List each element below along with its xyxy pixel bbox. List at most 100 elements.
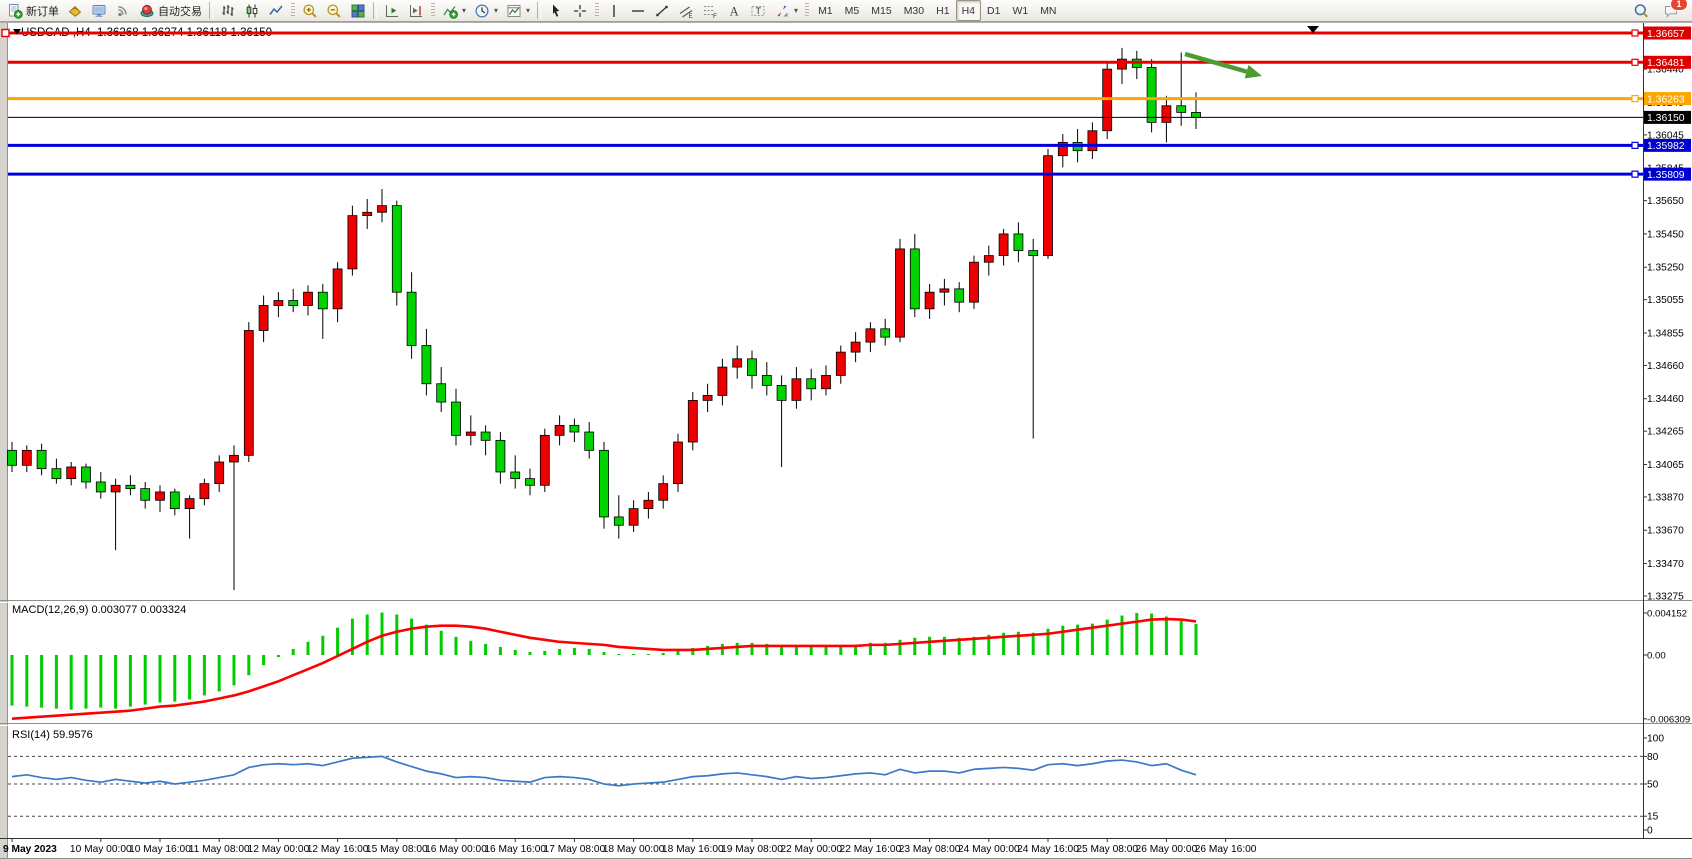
timeframe-h4[interactable]: H4 [955, 0, 981, 21]
svg-text:1.34855: 1.34855 [1647, 328, 1684, 339]
svg-text:16 May 16:00: 16 May 16:00 [484, 844, 546, 855]
toolbar-separator [431, 3, 435, 18]
candlestick-series [7, 47, 1201, 591]
chart-shift-button[interactable] [404, 0, 428, 21]
timeframe-m30[interactable]: M30 [903, 4, 925, 17]
svg-text:1.35055: 1.35055 [1647, 295, 1684, 306]
zoom-in-button[interactable] [298, 0, 322, 21]
indicators-button[interactable]: ▾ [438, 0, 470, 21]
svg-text:1.33670: 1.33670 [1647, 526, 1684, 537]
price-badges: 1.36657 1.36481 1.36263 1.36150 1.35982 1.358… [1644, 26, 1691, 181]
terminal-icon [92, 4, 106, 17]
chart-title-marker-icon [13, 29, 21, 35]
bar-chart-button[interactable] [216, 0, 240, 21]
price-axis: 1.36655 1.36440 1.36240 1.36045 1.35845 1.356… [1643, 29, 1684, 603]
svg-text:24 May 00:00: 24 May 00:00 [958, 844, 1020, 855]
line-handle[interactable] [1631, 58, 1639, 66]
text-icon: A [730, 4, 739, 18]
terminal-button[interactable] [87, 0, 111, 21]
timeframe-m5[interactable]: M5 [844, 4, 860, 17]
autotrade-button[interactable]: 自动交易 [135, 0, 206, 21]
zoom-out-button[interactable] [322, 0, 346, 21]
rsi-pane: 100 80 50 15 0 [8, 734, 1664, 837]
autotrade-icon [140, 4, 154, 17]
svg-text:23 May 08:00: 23 May 08:00 [899, 844, 961, 855]
tile-windows-button[interactable] [346, 0, 370, 21]
chevron-down-icon[interactable]: ▾ [494, 6, 499, 15]
window-left-edge [0, 22, 8, 860]
chevron-down-icon[interactable]: ▾ [462, 6, 467, 15]
toolbar-separator [291, 3, 295, 18]
line-handle[interactable] [1631, 141, 1639, 149]
svg-text:1.34660: 1.34660 [1647, 361, 1684, 372]
timeframe-h1[interactable]: H1 [936, 4, 950, 17]
bucket-icon [68, 5, 82, 17]
periods-button[interactable]: ▾ [470, 0, 502, 21]
pane-frames [0, 22, 1692, 839]
line-chart-button[interactable] [264, 0, 288, 21]
svg-text:18 May 16:00: 18 May 16:00 [662, 844, 724, 855]
line-handle[interactable] [1631, 94, 1639, 103]
templates-button[interactable]: ▾ [502, 0, 534, 21]
auto-scroll-button[interactable] [380, 0, 404, 21]
line-handle[interactable] [1631, 29, 1639, 37]
zoom-out-icon [327, 3, 341, 18]
top-triangle-marker-icon [1307, 26, 1319, 33]
template-icon [507, 4, 521, 17]
text-button[interactable]: A [722, 0, 746, 21]
toolbar-separator [595, 3, 600, 18]
svg-text:10 May 16:00: 10 May 16:00 [129, 844, 191, 855]
timeframe-m1[interactable]: M1 [818, 4, 833, 17]
styler-button[interactable] [63, 0, 87, 21]
candle-chart-icon [246, 4, 258, 17]
chevron-down-icon[interactable]: ▾ [526, 6, 531, 15]
svg-text:T: T [756, 6, 762, 16]
svg-text:9 May 2023: 9 May 2023 [3, 844, 57, 855]
svg-text:0: 0 [1647, 826, 1653, 837]
svg-text:1.33870: 1.33870 [1647, 492, 1684, 503]
line-handle[interactable] [1631, 170, 1639, 178]
crosshair-button[interactable] [568, 0, 592, 21]
trend-arrow-annotation[interactable] [1184, 51, 1262, 79]
zoom-in-icon [303, 3, 317, 18]
chart-title: USDCAD ,H4 1.36268 1.36274 1.36118 1.361… [21, 27, 273, 39]
trendline-button[interactable] [650, 0, 674, 21]
svg-text:19 May 08:00: 19 May 08:00 [721, 844, 783, 855]
hline-icon [632, 9, 645, 12]
svg-text:1.33275: 1.33275 [1647, 592, 1684, 603]
notifications-button[interactable]: 1 [1659, 0, 1688, 21]
tile-windows-icon [351, 4, 365, 17]
signals-button[interactable] [111, 0, 135, 21]
timeframe-mn[interactable]: MN [1040, 4, 1057, 17]
new-order-button[interactable]: 新订单 [3, 0, 63, 21]
text-label-button[interactable]: T [746, 0, 770, 21]
clock-icon [475, 3, 489, 18]
equidistant-channel-button[interactable]: E [674, 0, 698, 21]
toolbar-separator [805, 3, 810, 18]
arrows-button[interactable]: ▾ [770, 0, 802, 21]
fibonacci-button[interactable]: F [698, 0, 722, 21]
line-handle[interactable] [1, 28, 10, 38]
svg-text:11 May 08:00: 11 May 08:00 [189, 844, 250, 855]
cursor-button[interactable] [544, 0, 568, 21]
candle-chart-button[interactable] [240, 0, 264, 21]
search-button[interactable] [1629, 0, 1653, 21]
horizontal-line-button[interactable] [626, 0, 650, 21]
svg-text:A: A [730, 4, 739, 18]
vertical-line-button[interactable] [602, 0, 626, 21]
svg-text:1.36657: 1.36657 [1647, 29, 1685, 40]
timeframe-d1[interactable]: D1 [987, 4, 1001, 17]
rsi-indicator-label: RSI(14) 59.9576 [12, 729, 93, 741]
svg-text:26 May 00:00: 26 May 00:00 [1136, 844, 1198, 855]
level-lines[interactable] [1, 28, 1643, 178]
svg-text:16 May 00:00: 16 May 00:00 [425, 844, 487, 855]
svg-text:1.35809: 1.35809 [1647, 170, 1685, 181]
timeframe-m15[interactable]: M15 [871, 4, 892, 17]
chevron-down-icon[interactable]: ▾ [794, 6, 799, 15]
svg-text:F: F [713, 13, 717, 19]
new-order-icon [9, 3, 23, 19]
macd-indicator-label: MACD(12,26,9) 0.003077 0.003324 [12, 604, 187, 616]
timeframe-w1[interactable]: W1 [1012, 4, 1029, 17]
